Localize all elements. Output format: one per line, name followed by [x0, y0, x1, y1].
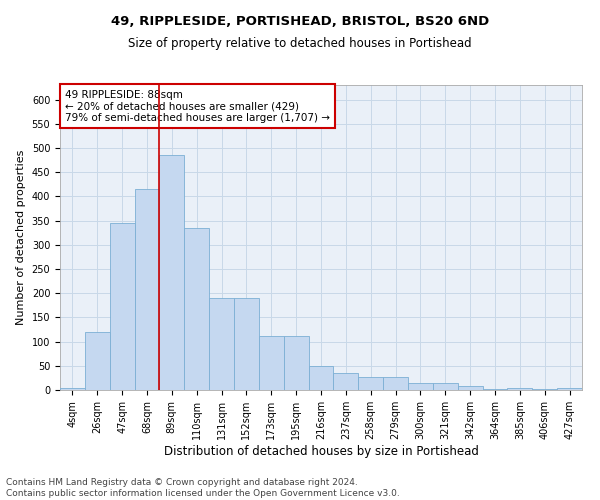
- Bar: [134, 189, 160, 390]
- Bar: [358, 377, 383, 390]
- Bar: [110, 223, 134, 390]
- Text: Contains HM Land Registry data © Crown copyright and database right 2024.
Contai: Contains HM Land Registry data © Crown c…: [6, 478, 400, 498]
- Bar: [334, 373, 358, 390]
- Y-axis label: Number of detached properties: Number of detached properties: [16, 150, 26, 325]
- Bar: [259, 336, 284, 390]
- Bar: [408, 382, 433, 390]
- Bar: [85, 332, 110, 390]
- Bar: [284, 336, 308, 390]
- Text: 49 RIPPLESIDE: 88sqm
← 20% of detached houses are smaller (429)
79% of semi-deta: 49 RIPPLESIDE: 88sqm ← 20% of detached h…: [65, 90, 330, 123]
- Bar: [209, 298, 234, 390]
- Bar: [458, 386, 482, 390]
- Bar: [308, 366, 334, 390]
- X-axis label: Distribution of detached houses by size in Portishead: Distribution of detached houses by size …: [164, 444, 478, 458]
- Bar: [557, 388, 582, 390]
- Bar: [160, 155, 184, 390]
- Bar: [482, 389, 508, 390]
- Bar: [532, 389, 557, 390]
- Text: Size of property relative to detached houses in Portishead: Size of property relative to detached ho…: [128, 38, 472, 51]
- Bar: [60, 388, 85, 390]
- Bar: [383, 377, 408, 390]
- Text: 49, RIPPLESIDE, PORTISHEAD, BRISTOL, BS20 6ND: 49, RIPPLESIDE, PORTISHEAD, BRISTOL, BS2…: [111, 15, 489, 28]
- Bar: [234, 298, 259, 390]
- Bar: [508, 388, 532, 390]
- Bar: [433, 382, 458, 390]
- Bar: [184, 228, 209, 390]
